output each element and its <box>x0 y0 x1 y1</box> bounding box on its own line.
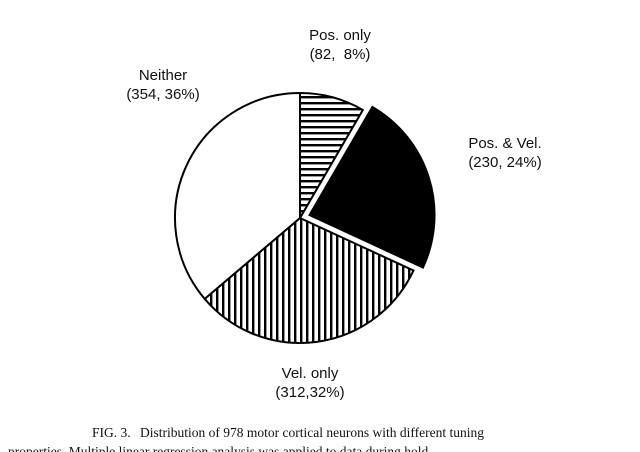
pie-slice <box>308 105 436 269</box>
value-label: (354, 36%) <box>126 86 199 103</box>
caption: Distribution of 978 motor cortical neuro… <box>140 425 484 440</box>
pie-slice <box>174 91 301 301</box>
value-label: (312,32%) <box>275 384 344 401</box>
value-label: (82, 8%) <box>310 46 371 63</box>
caption-label: FIG. 3. <box>92 425 131 440</box>
caption-line: properties. Multiple linear regression a… <box>8 444 429 452</box>
pie-slice <box>203 216 415 344</box>
slice-label: Pos. & Vel. <box>468 135 541 152</box>
slice-label: Vel. only <box>282 365 339 382</box>
slice-label: Neither <box>139 67 187 84</box>
value-label: (230, 24%) <box>468 154 541 171</box>
slice-label: Pos. only <box>309 27 371 44</box>
